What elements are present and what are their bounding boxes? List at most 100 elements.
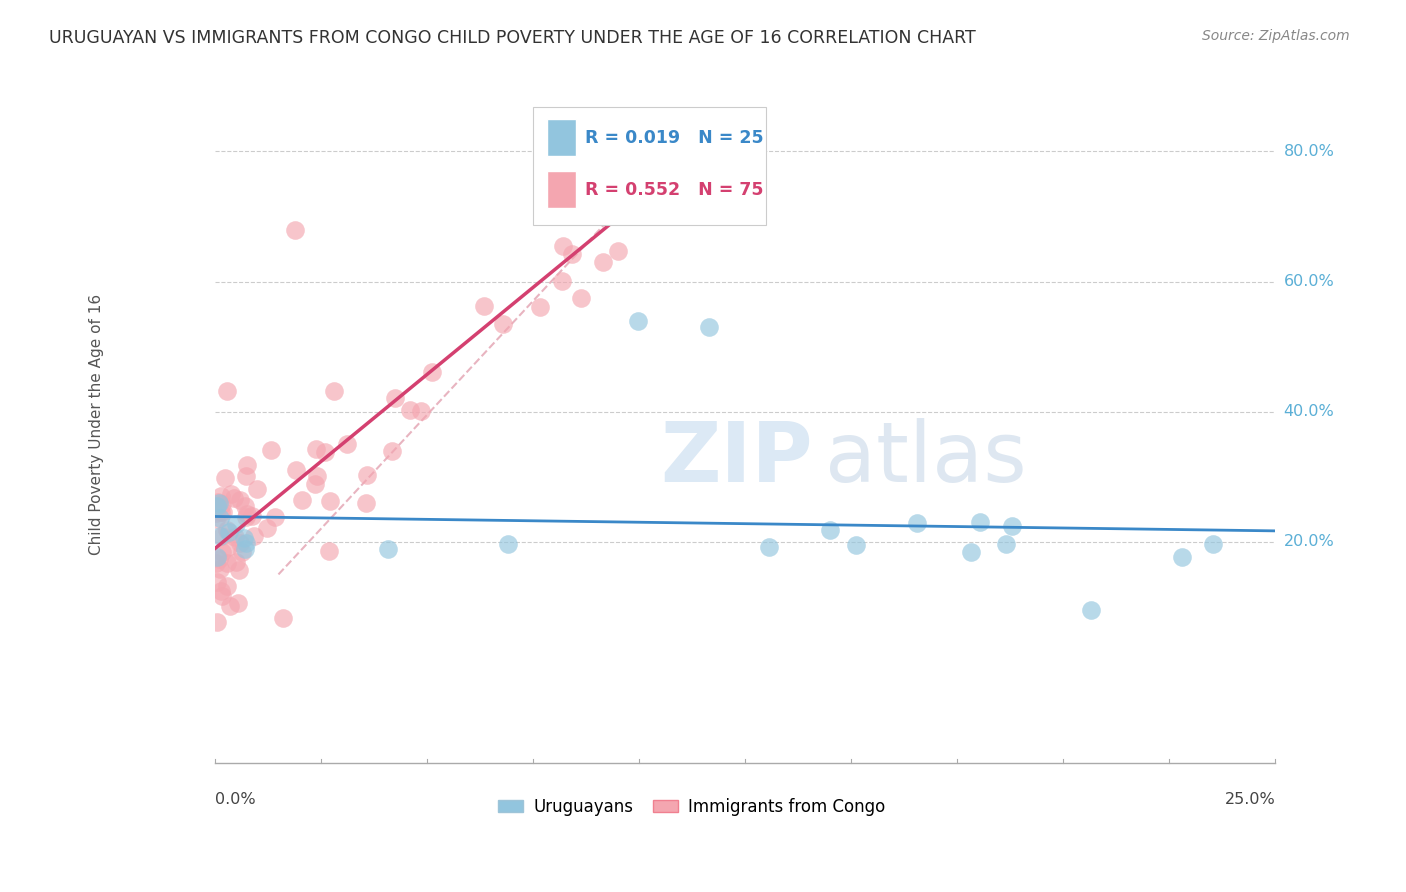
Point: [758, 540, 780, 554]
Point: [222, 491, 245, 505]
Point: [623, 129, 645, 144]
Point: [607, 244, 630, 258]
Point: [231, 544, 253, 558]
Point: [304, 476, 326, 491]
Point: [318, 494, 340, 508]
Point: [569, 292, 592, 306]
Point: [1202, 537, 1225, 551]
Point: [617, 136, 640, 150]
Point: [205, 556, 228, 570]
Point: [305, 469, 328, 483]
Point: [205, 512, 228, 526]
Point: [290, 492, 312, 507]
Text: URUGUAYAN VS IMMIGRANTS FROM CONGO CHILD POVERTY UNDER THE AGE OF 16 CORRELATION: URUGUAYAN VS IMMIGRANTS FROM CONGO CHILD…: [49, 29, 976, 46]
Point: [207, 495, 229, 509]
Point: [208, 552, 231, 566]
FancyBboxPatch shape: [547, 171, 576, 208]
Point: [627, 313, 650, 327]
Point: [226, 596, 249, 610]
Point: [818, 523, 841, 537]
Point: [260, 442, 283, 457]
Point: [256, 520, 278, 534]
Point: [420, 365, 443, 379]
Point: [284, 222, 307, 236]
FancyBboxPatch shape: [547, 119, 576, 156]
Point: [209, 511, 232, 525]
Point: [285, 463, 308, 477]
Point: [209, 584, 232, 599]
Text: R = 0.552   N = 75: R = 0.552 N = 75: [585, 181, 763, 199]
Point: [233, 531, 256, 545]
Point: [271, 611, 294, 625]
Point: [550, 274, 572, 288]
Point: [243, 529, 266, 543]
Point: [561, 247, 583, 261]
Point: [994, 537, 1017, 551]
Point: [229, 493, 252, 508]
Point: [529, 300, 551, 314]
Point: [381, 443, 404, 458]
Point: [217, 540, 239, 554]
Point: [212, 505, 235, 519]
Point: [235, 469, 257, 483]
Text: 25.0%: 25.0%: [1225, 792, 1275, 807]
Point: [491, 317, 513, 331]
Point: [354, 496, 377, 510]
Point: [336, 437, 359, 451]
Point: [235, 509, 257, 524]
Point: [224, 530, 246, 544]
Point: [205, 506, 228, 520]
Text: 80.0%: 80.0%: [1284, 144, 1334, 159]
Point: [211, 545, 233, 559]
Point: [215, 384, 238, 399]
Point: [205, 574, 228, 589]
Point: [845, 538, 868, 552]
Point: [214, 471, 236, 485]
Point: [209, 489, 232, 503]
Point: [233, 541, 256, 556]
Text: Source: ZipAtlas.com: Source: ZipAtlas.com: [1202, 29, 1350, 43]
Point: [225, 517, 247, 532]
Point: [205, 615, 228, 629]
Point: [959, 545, 981, 559]
Point: [384, 391, 406, 405]
Point: [208, 528, 231, 542]
Text: Child Poverty Under the Age of 16: Child Poverty Under the Age of 16: [89, 294, 104, 556]
Point: [219, 599, 242, 614]
Point: [205, 549, 228, 564]
Point: [211, 497, 233, 511]
Point: [218, 524, 240, 539]
Point: [377, 542, 399, 557]
Point: [205, 499, 228, 513]
Point: [224, 555, 246, 569]
Point: [409, 404, 432, 418]
Point: [305, 442, 328, 456]
Point: [264, 510, 287, 524]
Point: [905, 516, 928, 531]
Point: [551, 239, 574, 253]
Point: [208, 562, 231, 576]
Point: [969, 515, 991, 529]
Point: [246, 482, 269, 496]
Text: 40.0%: 40.0%: [1284, 404, 1334, 419]
Text: atlas: atlas: [824, 418, 1026, 500]
Point: [314, 445, 336, 459]
Point: [236, 458, 259, 473]
Point: [215, 523, 238, 537]
Point: [235, 536, 257, 550]
Text: R = 0.019   N = 25: R = 0.019 N = 25: [585, 129, 763, 147]
Point: [592, 255, 614, 269]
Point: [472, 299, 495, 313]
Text: ZIP: ZIP: [661, 418, 813, 500]
Point: [217, 556, 239, 570]
Point: [1171, 549, 1194, 564]
Point: [229, 536, 252, 550]
Point: [1080, 603, 1102, 617]
Text: 20.0%: 20.0%: [1284, 534, 1334, 549]
Legend: Uruguayans, Immigrants from Congo: Uruguayans, Immigrants from Congo: [492, 791, 893, 822]
Point: [219, 487, 242, 501]
Point: [322, 384, 344, 398]
Text: 0.0%: 0.0%: [215, 792, 256, 807]
Point: [565, 208, 588, 222]
Point: [1001, 519, 1024, 533]
